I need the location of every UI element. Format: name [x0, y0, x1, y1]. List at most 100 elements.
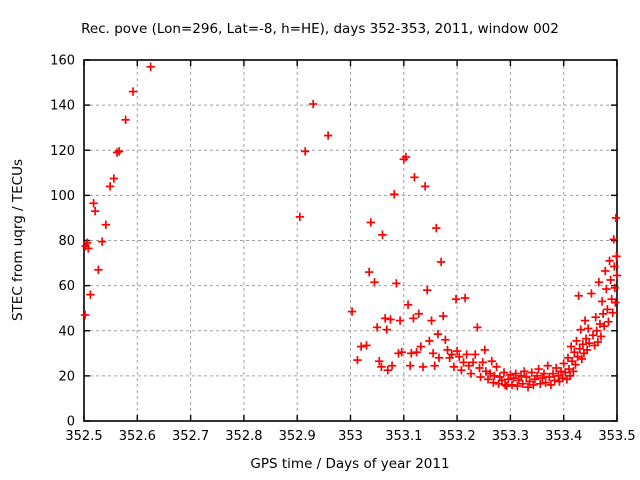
data-point [455, 352, 464, 361]
data-point [516, 371, 526, 381]
data-point [86, 290, 95, 299]
data-point [347, 307, 357, 316]
data-point [466, 369, 476, 378]
data-point [592, 326, 601, 335]
data-point [580, 316, 590, 325]
data-point [430, 361, 439, 370]
data-point [563, 353, 573, 363]
data-point [610, 283, 620, 293]
data-point [600, 322, 609, 331]
y-tick-label: 40 [58, 324, 75, 339]
data-point [597, 297, 607, 306]
data-point-markers [80, 62, 622, 392]
x-tick-label: 353.5 [598, 429, 635, 444]
data-point [427, 316, 436, 325]
data-point [481, 367, 491, 376]
data-point [101, 220, 111, 229]
plot-frame [83, 59, 618, 422]
x-tick-label: 353.3 [492, 429, 529, 444]
data-point [89, 199, 98, 208]
data-point [565, 371, 575, 381]
data-point [581, 334, 591, 343]
x-tick-label: 352.5 [65, 429, 102, 444]
data-point [489, 378, 498, 387]
data-point [610, 262, 619, 271]
data-point [425, 336, 434, 346]
y-tick-label: 80 [58, 234, 75, 249]
data-point [468, 358, 478, 367]
data-point [462, 350, 471, 359]
data-point [447, 350, 456, 359]
data-point [90, 206, 100, 216]
data-point [387, 361, 397, 370]
y-tick-label: 140 [50, 99, 75, 114]
data-point [405, 361, 415, 370]
data-point [459, 358, 468, 367]
data-point [473, 323, 482, 332]
data-point [395, 316, 405, 325]
y-tick-label: 160 [50, 54, 75, 69]
data-point [538, 373, 547, 383]
data-point [94, 265, 103, 275]
page-title: Rec. pove (Lon=296, Lat=-8, h=HE), days … [81, 21, 559, 37]
data-point [295, 212, 305, 222]
data-point [80, 310, 90, 320]
y-tick-label: 60 [58, 279, 75, 294]
data-point [128, 87, 138, 96]
data-point [475, 363, 484, 373]
x-tick-label: 352.9 [279, 429, 316, 444]
data-point [420, 182, 430, 191]
data-point [370, 278, 379, 287]
data-point [380, 314, 390, 323]
x-tick-label: 352.6 [119, 429, 156, 444]
data-point [582, 345, 592, 355]
data-point [441, 335, 450, 344]
data-point [353, 355, 362, 365]
data-point [377, 362, 386, 372]
data-point [412, 347, 421, 357]
y-tick-label: 20 [58, 369, 75, 384]
data-point [323, 131, 333, 140]
data-point [146, 62, 155, 71]
data-point [487, 357, 496, 366]
data-point [552, 363, 561, 373]
data-point [397, 347, 406, 357]
data-point [439, 311, 448, 321]
data-point [97, 237, 107, 246]
data-point [611, 298, 620, 307]
data-point [471, 350, 480, 359]
data-point [300, 147, 310, 156]
data-point [584, 324, 593, 333]
data-point [382, 325, 391, 334]
data-point [502, 381, 511, 391]
data-point [602, 284, 611, 294]
data-point [497, 376, 507, 385]
data-point [375, 357, 384, 366]
data-point [570, 347, 579, 357]
data-point [527, 368, 536, 377]
data-point [464, 361, 474, 370]
data-point [485, 369, 495, 378]
data-point [559, 359, 568, 368]
data-point [554, 371, 563, 381]
data-point [490, 371, 499, 381]
data-point [572, 336, 581, 346]
data-point [504, 375, 513, 384]
data-point [606, 275, 615, 285]
data-point [576, 325, 585, 334]
data-point [386, 315, 395, 324]
data-point [457, 366, 466, 375]
data-point [574, 291, 583, 300]
data-point [543, 361, 552, 370]
data-point [492, 362, 501, 372]
data-point [550, 376, 559, 385]
x-tick-label: 353 [338, 429, 363, 444]
data-point [573, 352, 582, 361]
data-point [428, 349, 438, 358]
data-point [109, 174, 119, 183]
data-point [392, 279, 401, 288]
data-point [362, 341, 371, 350]
data-point [605, 256, 614, 266]
data-point [541, 378, 550, 387]
